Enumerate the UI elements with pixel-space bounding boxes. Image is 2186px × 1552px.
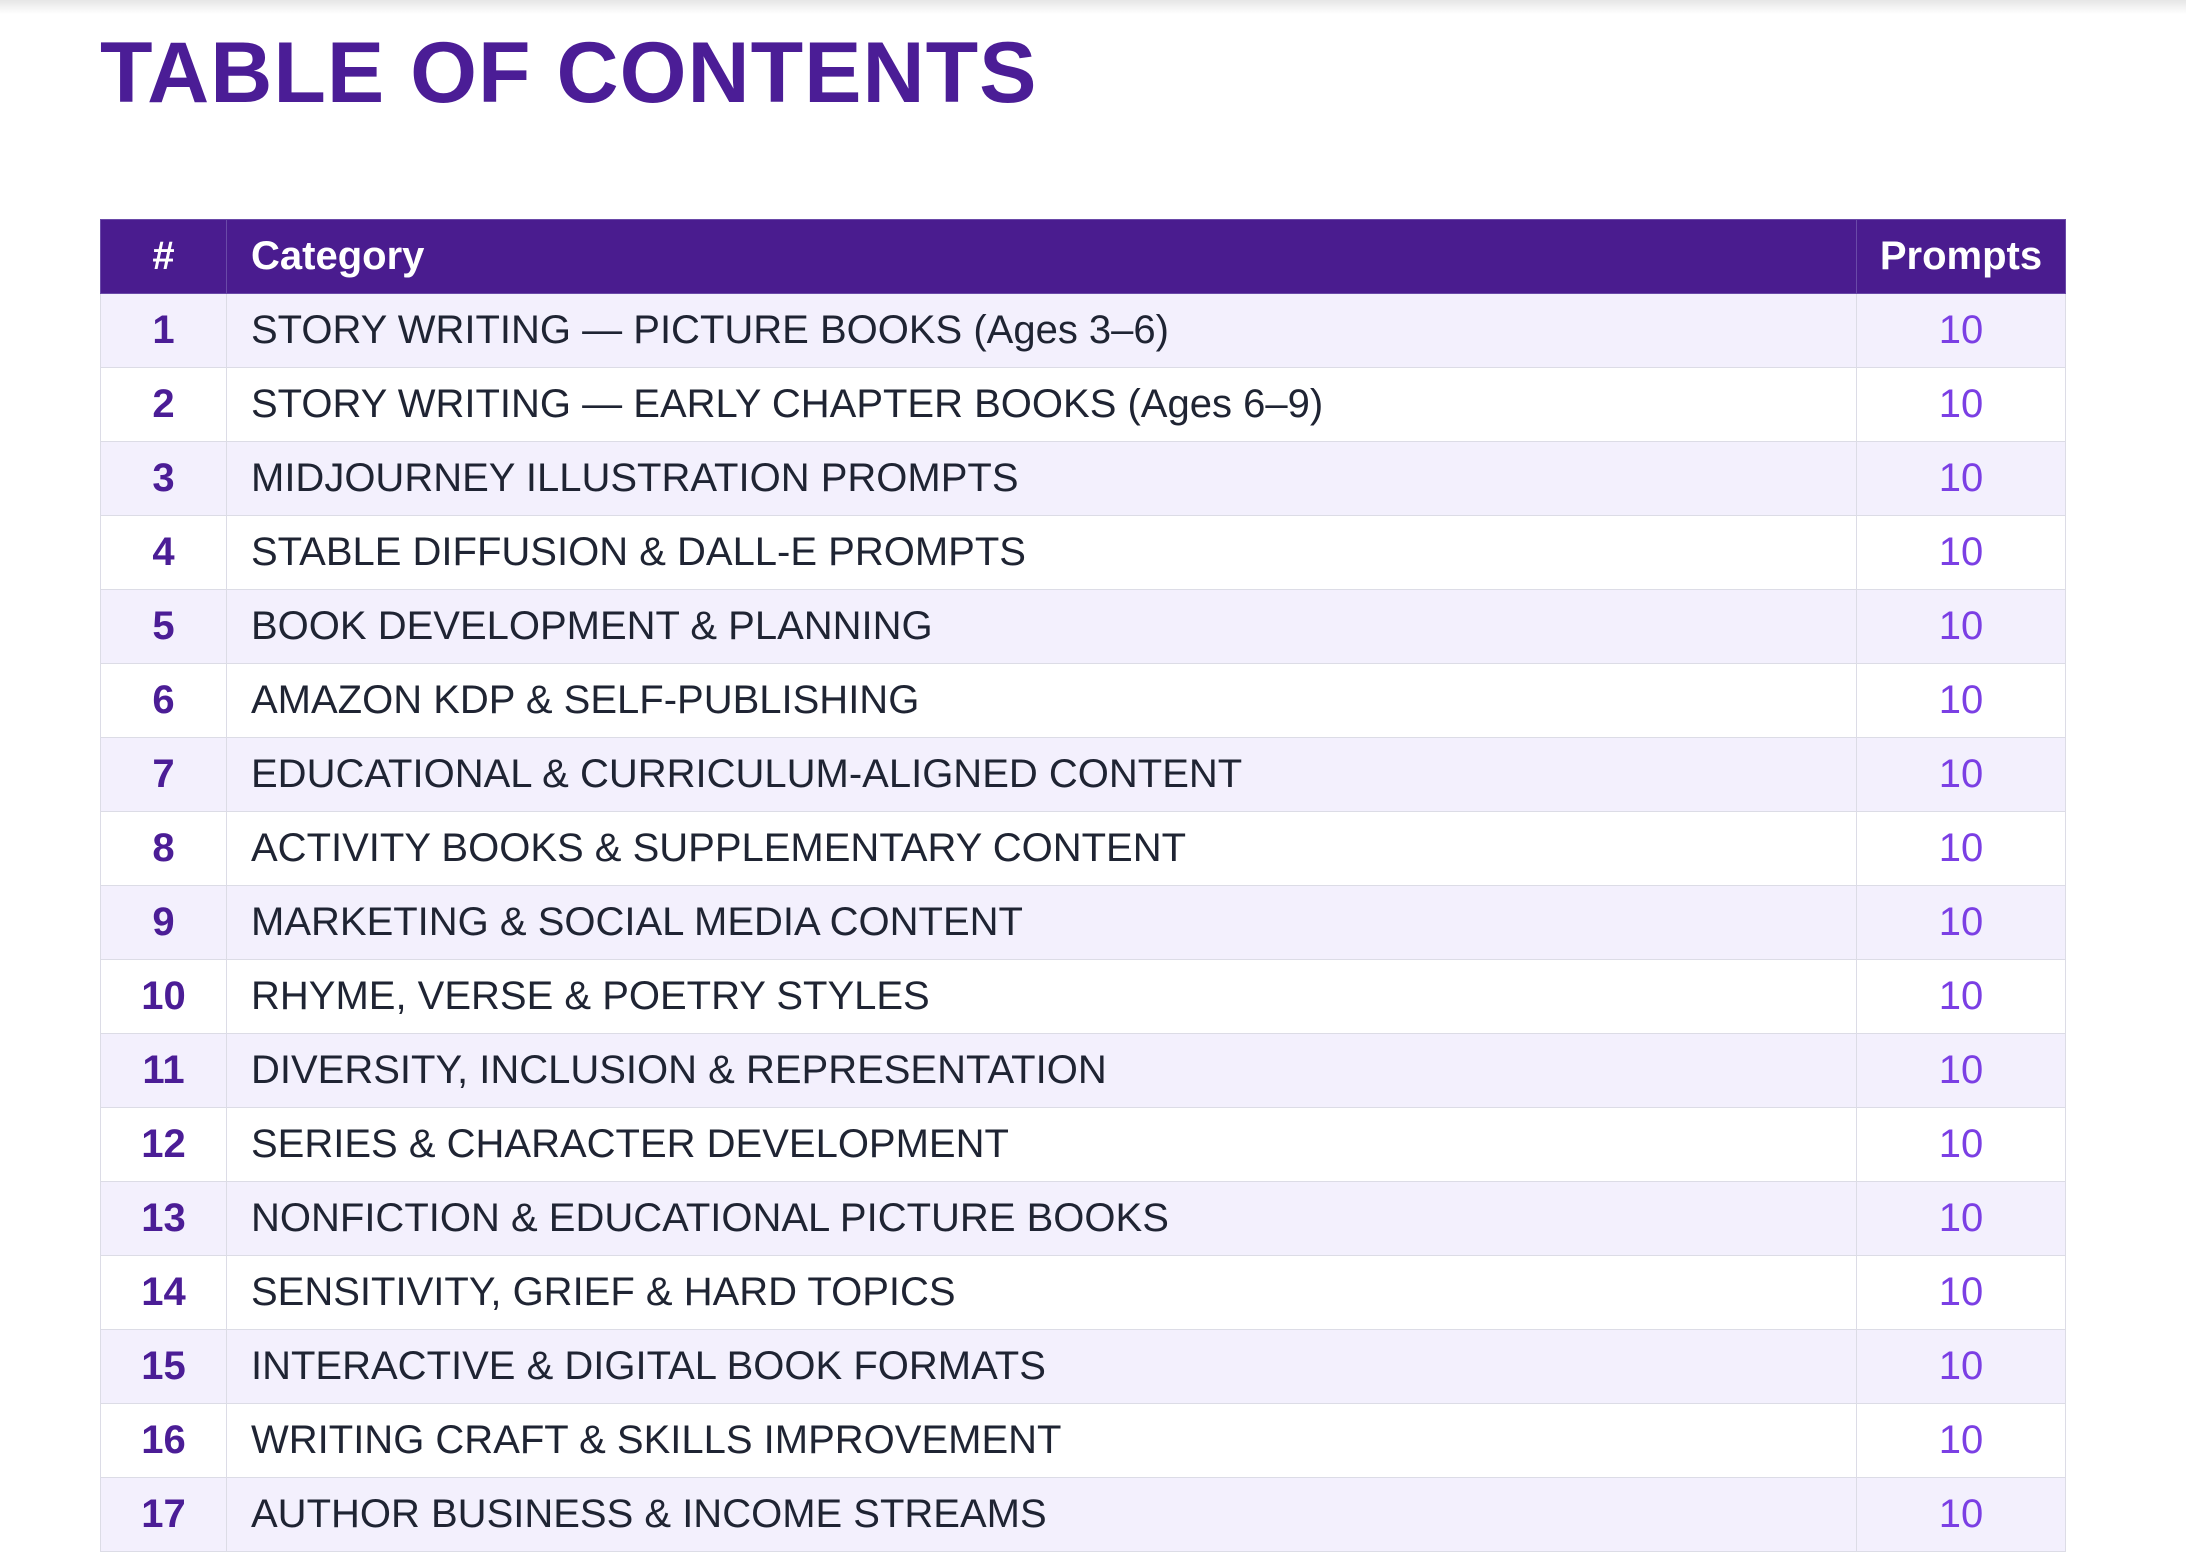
row-number: 5 <box>100 589 227 664</box>
header-row: # Category Prompts <box>100 219 2066 294</box>
category-name: SENSITIVITY, GRIEF & HARD TOPICS <box>226 1255 1857 1330</box>
table-row: 4 STABLE DIFFUSION & DALL-E PROMPTS 10 <box>100 515 2066 590</box>
row-number: 8 <box>100 811 227 886</box>
row-number: 12 <box>100 1107 227 1182</box>
table-row: 2 STORY WRITING — EARLY CHAPTER BOOKS (Ag… <box>100 367 2066 442</box>
category-name: INTERACTIVE & DIGITAL BOOK FORMATS <box>226 1329 1857 1404</box>
table-row: 6 AMAZON KDP & SELF-PUBLISHING 10 <box>100 663 2066 738</box>
row-number: 2 <box>100 367 227 442</box>
category-name: AUTHOR BUSINESS & INCOME STREAMS <box>226 1477 1857 1552</box>
table-row: 13 NONFICTION & EDUCATIONAL PICTURE BOOKS… <box>100 1181 2066 1256</box>
category-name: SERIES & CHARACTER DEVELOPMENT <box>226 1107 1857 1182</box>
row-number: 9 <box>100 885 227 960</box>
category-name: AMAZON KDP & SELF-PUBLISHING <box>226 663 1857 738</box>
category-name: BOOK DEVELOPMENT & PLANNING <box>226 589 1857 664</box>
top-shadow <box>0 0 2186 14</box>
row-number: 1 <box>100 293 227 368</box>
row-number: 3 <box>100 441 227 516</box>
table-row: 3 MIDJOURNEY ILLUSTRATION PROMPTS 10 <box>100 441 2066 516</box>
row-number: 11 <box>100 1033 227 1108</box>
table-row: 17 AUTHOR BUSINESS & INCOME STREAMS 10 <box>100 1477 2066 1552</box>
table-row: 16 WRITING CRAFT & SKILLS IMPROVEMENT 10 <box>100 1403 2066 1478</box>
column-header: # <box>100 219 227 294</box>
category-name: MARKETING & SOCIAL MEDIA CONTENT <box>226 885 1857 960</box>
row-number: 16 <box>100 1403 227 1478</box>
prompt-count: 10 <box>1856 1329 2066 1404</box>
table-row: 8 ACTIVITY BOOKS & SUPPLEMENTARY CONTENT 1… <box>100 811 2066 886</box>
table-row: 12 SERIES & CHARACTER DEVELOPMENT 10 <box>100 1107 2066 1182</box>
category-name: ACTIVITY BOOKS & SUPPLEMENTARY CONTENT <box>226 811 1857 886</box>
row-number: 6 <box>100 663 227 738</box>
table-row: 5 BOOK DEVELOPMENT & PLANNING 10 <box>100 589 2066 664</box>
category-name: DIVERSITY, INCLUSION & REPRESENTATION <box>226 1033 1857 1108</box>
prompt-count: 10 <box>1856 811 2066 886</box>
row-number: 7 <box>100 737 227 812</box>
prompt-count: 10 <box>1856 1033 2066 1108</box>
table-row: 14 SENSITIVITY, GRIEF & HARD TOPICS 10 <box>100 1255 2066 1330</box>
table-row: 11 DIVERSITY, INCLUSION & REPRESENTATION 1… <box>100 1033 2066 1108</box>
prompt-count: 10 <box>1856 515 2066 590</box>
category-name: EDUCATIONAL & CURRICULUM-ALIGNED CONTENT <box>226 737 1857 812</box>
row-number: 13 <box>100 1181 227 1256</box>
column-header: Category <box>226 219 1857 294</box>
row-number: 10 <box>100 959 227 1034</box>
prompt-count: 10 <box>1856 367 2066 442</box>
contents-table: # Category Prompts 1 STORY WRITING — PICT… <box>100 219 2066 1552</box>
prompt-count: 10 <box>1856 1477 2066 1552</box>
prompt-count: 10 <box>1856 1107 2066 1182</box>
prompt-count: 10 <box>1856 589 2066 664</box>
prompt-count: 10 <box>1856 293 2066 368</box>
category-name: NONFICTION & EDUCATIONAL PICTURE BOOKS <box>226 1181 1857 1256</box>
prompt-count: 10 <box>1856 737 2066 812</box>
row-number: 17 <box>100 1477 227 1552</box>
prompt-count: 10 <box>1856 441 2066 516</box>
table-row: 7 EDUCATIONAL & CURRICULUM-ALIGNED CONTEN… <box>100 737 2066 812</box>
table-row: 10 RHYME, VERSE & POETRY STYLES 10 <box>100 959 2066 1034</box>
category-name: STABLE DIFFUSION & DALL-E PROMPTS <box>226 515 1857 590</box>
category-name: RHYME, VERSE & POETRY STYLES <box>226 959 1857 1034</box>
row-number: 4 <box>100 515 227 590</box>
category-name: MIDJOURNEY ILLUSTRATION PROMPTS <box>226 441 1857 516</box>
prompt-count: 10 <box>1856 885 2066 960</box>
category-name: WRITING CRAFT & SKILLS IMPROVEMENT <box>226 1403 1857 1478</box>
prompt-count: 10 <box>1856 663 2066 738</box>
prompt-count: 10 <box>1856 1255 2066 1330</box>
prompt-count: 10 <box>1856 959 2066 1034</box>
row-number: 14 <box>100 1255 227 1330</box>
page-title: TABLE OF CONTENTS <box>100 25 1038 121</box>
column-header: Prompts <box>1856 219 2066 294</box>
category-name: STORY WRITING — EARLY CHAPTER BOOKS (Age… <box>226 367 1857 442</box>
row-number: 15 <box>100 1329 227 1404</box>
table-row: 9 MARKETING & SOCIAL MEDIA CONTENT 10 <box>100 885 2066 960</box>
category-name: STORY WRITING — PICTURE BOOKS (Ages 3–6) <box>226 293 1857 368</box>
prompt-count: 10 <box>1856 1403 2066 1478</box>
table-row: 15 INTERACTIVE & DIGITAL BOOK FORMATS 10 <box>100 1329 2066 1404</box>
prompt-count: 10 <box>1856 1181 2066 1256</box>
table-row: 1 STORY WRITING — PICTURE BOOKS (Ages 3–6… <box>100 293 2066 368</box>
